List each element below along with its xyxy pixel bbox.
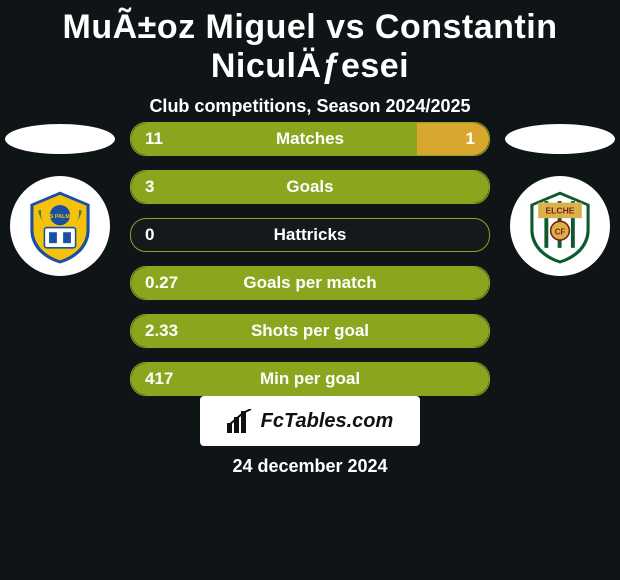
svg-text:CF: CF bbox=[555, 228, 566, 237]
right-team-crest: ELCHE CF bbox=[510, 176, 610, 276]
comparison-card: MuÃ±oz Miguel vs Constantin NiculÄƒesei … bbox=[0, 0, 620, 580]
stat-bar: 2.33Shots per goal bbox=[130, 314, 490, 348]
generated-date: 24 december 2024 bbox=[0, 456, 620, 477]
stat-label: Goals per match bbox=[131, 267, 489, 299]
stat-label: Matches bbox=[131, 123, 489, 155]
left-player-column: LAS PALMAS bbox=[0, 124, 120, 276]
right-player-silhouette bbox=[505, 124, 615, 154]
svg-text:LAS PALMAS: LAS PALMAS bbox=[42, 214, 77, 220]
page-title: MuÃ±oz Miguel vs Constantin NiculÄƒesei bbox=[0, 0, 620, 86]
svg-text:ELCHE: ELCHE bbox=[545, 206, 574, 216]
stat-label: Min per goal bbox=[131, 363, 489, 395]
elche-crest-icon: ELCHE CF bbox=[521, 187, 599, 265]
las-palmas-crest-icon: LAS PALMAS bbox=[21, 187, 99, 265]
stat-label: Hattricks bbox=[131, 219, 489, 251]
fctables-logo-icon bbox=[227, 409, 255, 433]
page-subtitle: Club competitions, Season 2024/2025 bbox=[0, 96, 620, 117]
stat-bar: 0.27Goals per match bbox=[130, 266, 490, 300]
stat-bar: 0Hattricks bbox=[130, 218, 490, 252]
stat-label: Goals bbox=[131, 171, 489, 203]
stat-bar: 417Min per goal bbox=[130, 362, 490, 396]
stat-label: Shots per goal bbox=[131, 315, 489, 347]
brand-card[interactable]: FcTables.com bbox=[200, 396, 420, 446]
right-player-column: ELCHE CF bbox=[500, 124, 620, 276]
left-player-silhouette bbox=[5, 124, 115, 154]
stat-bar: 111Matches bbox=[130, 122, 490, 156]
brand-text: FcTables.com bbox=[261, 410, 394, 433]
stat-bar: 3Goals bbox=[130, 170, 490, 204]
stats-bars: 111Matches 3Goals 0Hattricks 0.27Goals per … bbox=[130, 122, 490, 396]
left-team-crest: LAS PALMAS bbox=[10, 176, 110, 276]
